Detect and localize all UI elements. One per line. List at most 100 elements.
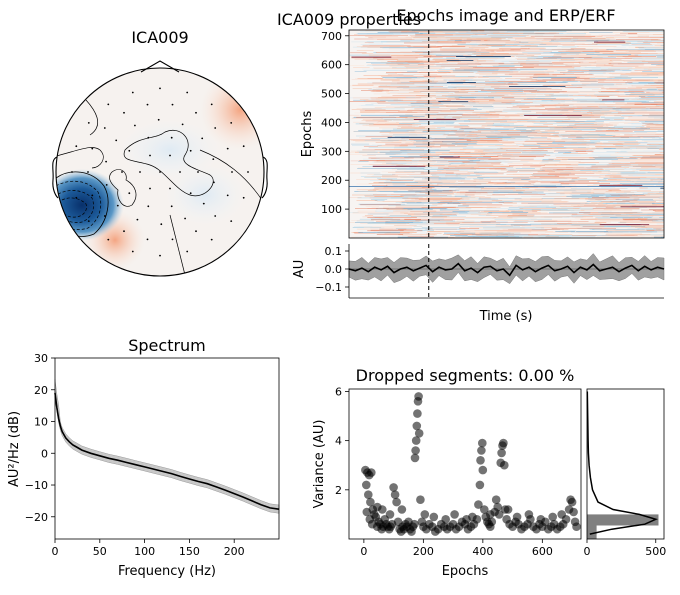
epoch-row	[539, 202, 597, 204]
epoch-row	[408, 190, 460, 191]
epoch-row	[657, 177, 664, 179]
epoch-row	[415, 32, 459, 34]
epoch-row	[536, 153, 561, 154]
epoch-row	[448, 97, 494, 98]
epoch-row	[568, 69, 607, 71]
epoch-row	[461, 180, 474, 182]
epoch-row	[475, 129, 514, 130]
epoch-row	[616, 56, 664, 58]
sensor-dot	[116, 204, 119, 207]
epoch-row	[552, 62, 581, 63]
epoch-row	[598, 34, 662, 36]
epoch-row	[443, 79, 473, 81]
epoch-row	[611, 157, 626, 159]
epoch-row	[429, 149, 440, 151]
epoch-row	[558, 140, 568, 141]
epoch-row	[659, 217, 664, 218]
epoch-row	[453, 163, 492, 165]
epoch-row	[569, 52, 582, 53]
epoch-row	[496, 235, 564, 237]
epoch-row	[634, 69, 652, 71]
epoch-row	[378, 86, 432, 87]
epoch-row	[621, 172, 664, 174]
epoch-row	[613, 184, 632, 185]
sensor-dot	[149, 187, 151, 190]
epoch-row	[584, 67, 601, 68]
epoch-row	[450, 131, 494, 132]
epoch-row	[630, 72, 664, 73]
epoch-row	[557, 143, 624, 145]
epoch-row	[524, 140, 566, 142]
epoch-row	[391, 182, 426, 183]
variance-ytick-label: 6	[335, 385, 342, 398]
epoch-row	[449, 96, 474, 97]
sensor-dot	[105, 160, 107, 163]
epoch-row	[500, 97, 535, 99]
epoch-row	[390, 197, 419, 199]
epoch-row	[488, 182, 507, 183]
epoch-row	[349, 186, 664, 187]
epoch-row	[421, 36, 471, 38]
epoch-row	[600, 69, 630, 70]
epoch-row	[479, 177, 533, 179]
epoch-row	[420, 188, 482, 190]
epoch-row	[397, 169, 444, 170]
epoch-row	[591, 89, 620, 91]
epoch-row	[393, 99, 451, 101]
epoch-row	[496, 50, 552, 52]
epoch-row	[437, 46, 466, 47]
epoch-row	[587, 43, 617, 45]
epoch-row	[419, 192, 488, 193]
epoch-row	[596, 206, 627, 208]
epoch-row	[415, 57, 443, 58]
epoch-row	[451, 87, 485, 88]
epoch-row	[632, 58, 643, 59]
epoch-row	[629, 202, 664, 203]
epoch-row	[464, 120, 507, 122]
epoch-row	[516, 184, 562, 185]
epoch-row	[527, 53, 595, 54]
epoch-row	[502, 228, 528, 230]
epoch-row	[552, 169, 604, 170]
epoch-row	[356, 108, 382, 109]
epoch-row	[614, 162, 648, 164]
epoch-row	[527, 121, 545, 122]
epoch-row	[411, 216, 447, 218]
epoch-row	[382, 77, 418, 78]
variance-xtick-label: 0	[360, 545, 367, 558]
epoch-row	[604, 118, 625, 119]
epoch-row	[583, 205, 636, 206]
epoch-row	[487, 213, 527, 214]
epoch-row	[378, 218, 392, 219]
epoch-row	[580, 170, 610, 171]
variance-point	[390, 490, 400, 500]
epoch-row	[590, 172, 621, 174]
epoch-row	[631, 181, 663, 182]
epoch-row	[618, 41, 652, 43]
epoch-row	[533, 185, 556, 186]
epoch-row	[627, 146, 661, 147]
epoch-row	[388, 205, 438, 206]
epoch-row	[449, 187, 484, 188]
epoch-row	[412, 37, 465, 39]
epoch-row	[499, 48, 530, 50]
epoch-row	[373, 194, 417, 195]
epoch-row	[592, 197, 660, 198]
epoch-row	[622, 108, 646, 110]
epoch-row	[362, 68, 382, 70]
epoch-row	[446, 136, 513, 138]
epoch-row	[541, 180, 559, 181]
epoch-row	[655, 65, 664, 66]
epoch-row	[570, 134, 600, 136]
epoch-row	[368, 116, 416, 117]
epoch-row	[445, 85, 486, 87]
variance-point	[487, 517, 497, 527]
epoch-row	[385, 143, 435, 145]
epoch-row	[543, 196, 578, 197]
epoch-row	[533, 144, 596, 145]
epoch-row	[463, 218, 504, 219]
epoch-row	[663, 138, 664, 140]
epoch-row	[644, 49, 664, 50]
epoch-row	[408, 125, 423, 127]
epoch-row	[641, 93, 654, 95]
